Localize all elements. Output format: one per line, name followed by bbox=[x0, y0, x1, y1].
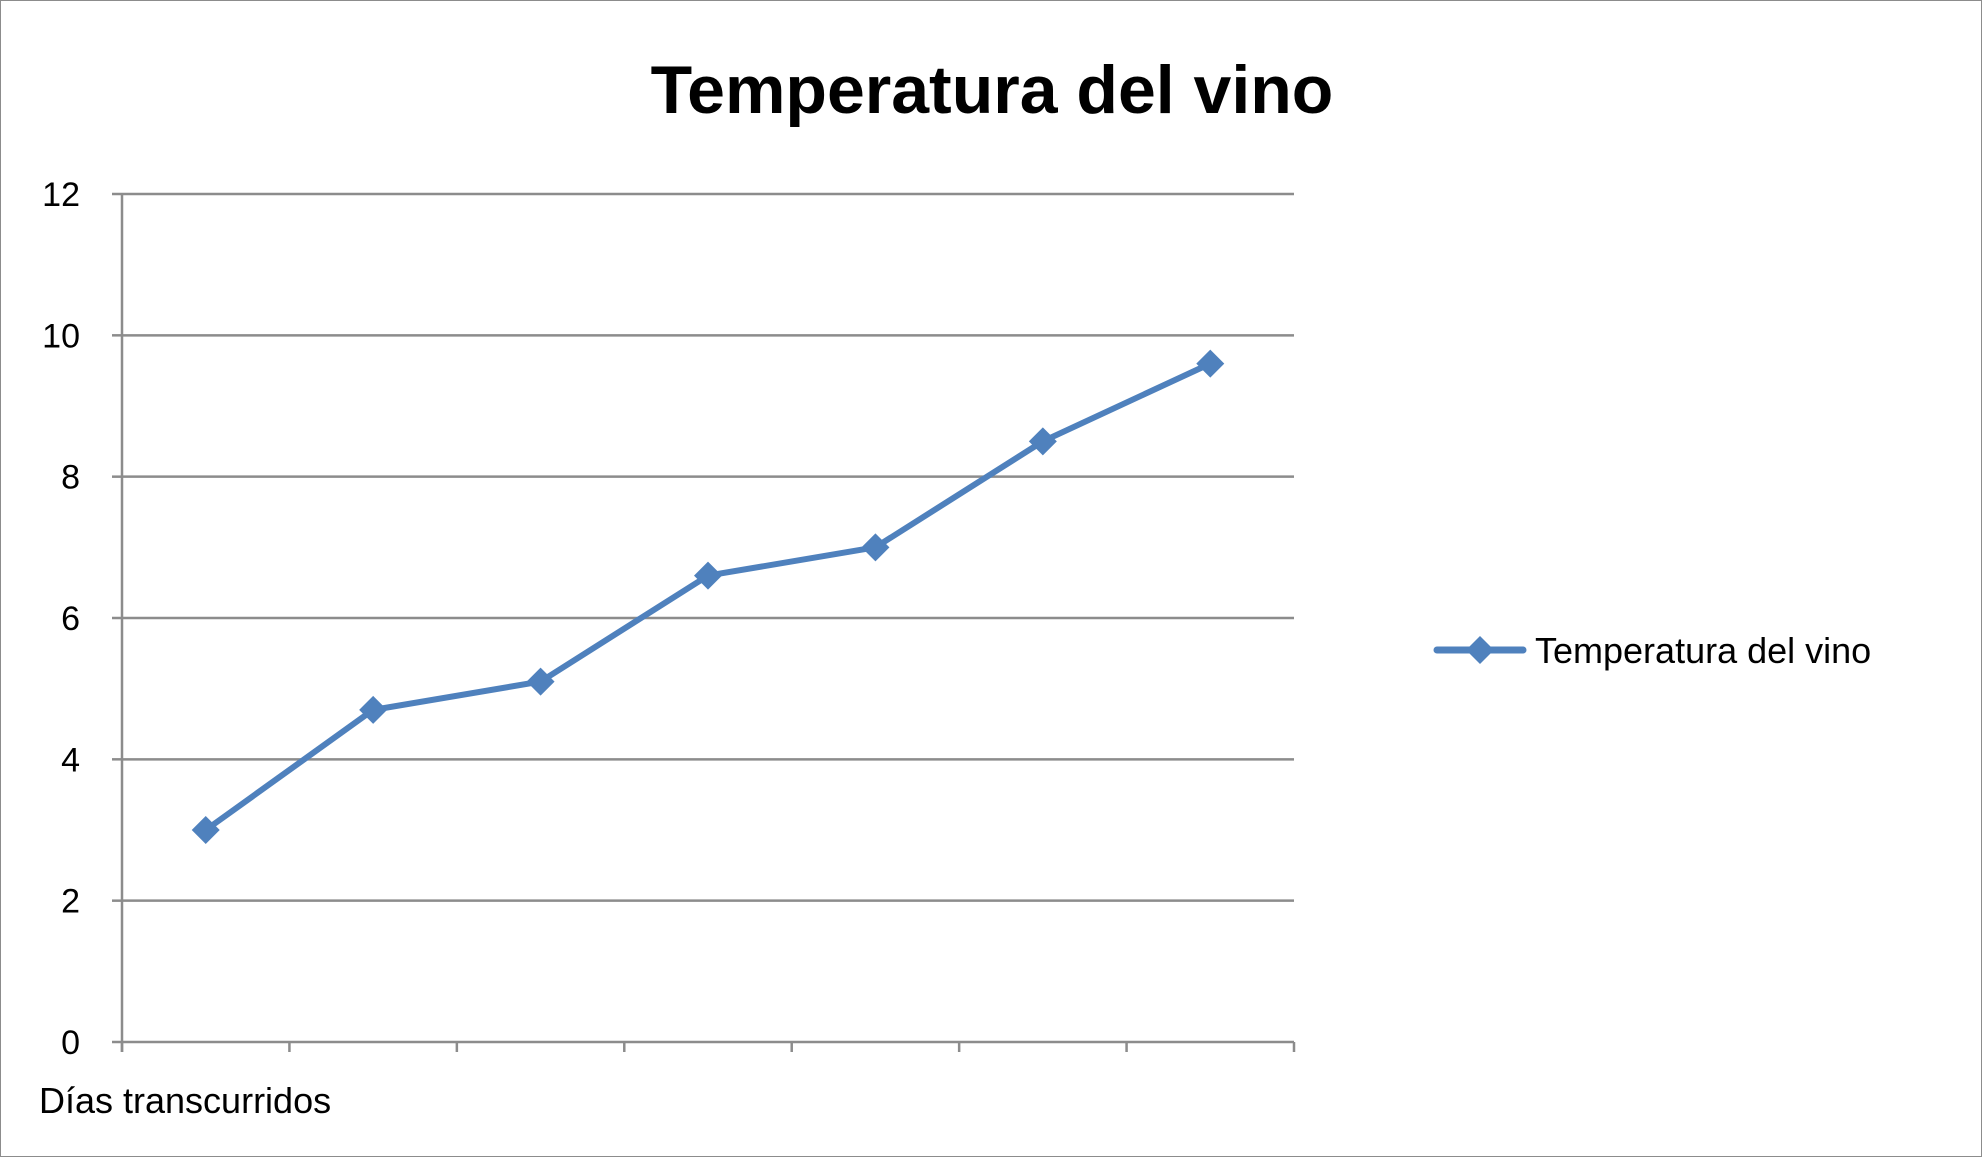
axes: 0 2 4 6 8 10 12 bbox=[42, 176, 1296, 1062]
series-layer bbox=[191, 349, 1225, 844]
data-point bbox=[359, 695, 388, 724]
y-tick-label: 6 bbox=[61, 600, 80, 638]
data-point bbox=[694, 561, 722, 590]
data-point bbox=[861, 533, 890, 562]
data-point bbox=[1028, 427, 1057, 456]
data-point bbox=[526, 667, 555, 696]
legend-label: Temperatura del vino bbox=[1535, 630, 1871, 671]
data-point bbox=[191, 816, 220, 844]
legend-marker bbox=[1466, 636, 1494, 664]
y-tick-label: 2 bbox=[61, 883, 80, 921]
y-tick-label: 8 bbox=[61, 459, 80, 497]
y-tick-label: 0 bbox=[61, 1024, 80, 1062]
legend: Temperatura del vino bbox=[1433, 630, 1871, 671]
x-axis-label: Días transcurridos bbox=[39, 1080, 331, 1121]
y-tick-label: 4 bbox=[61, 741, 80, 779]
chart-title: Temperatura del vino bbox=[651, 52, 1334, 128]
data-point bbox=[1196, 349, 1225, 378]
gridlines bbox=[122, 192, 1294, 902]
y-tick-label: 10 bbox=[42, 317, 80, 355]
y-tick-label: 12 bbox=[42, 176, 80, 214]
